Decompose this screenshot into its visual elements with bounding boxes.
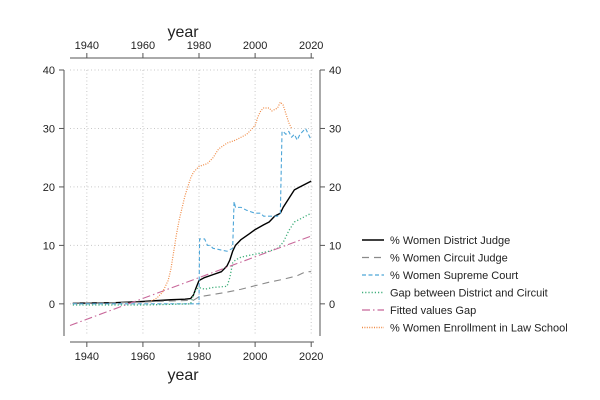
x-tick-label-bottom: 1960 [131, 351, 155, 363]
y-tick-label-right: 10 [329, 240, 341, 252]
bottom-axis-title: year [167, 367, 199, 384]
legend-label: % Women Enrollment in Law School [390, 323, 568, 335]
series-line-1 [72, 180, 312, 304]
legend-label: % Women Circuit Judge [390, 253, 508, 265]
series-line-6 [151, 101, 293, 302]
x-tick-label-bottom: 2000 [243, 351, 267, 363]
x-tick-label-top: 1960 [131, 40, 155, 52]
series-line-5 [69, 235, 312, 326]
x-tick-label-top: 1940 [75, 40, 99, 52]
grid [70, 69, 314, 336]
x-tick-label-top: 2000 [243, 40, 267, 52]
x-tick-label-top: 2020 [299, 40, 323, 52]
x-tick-label-bottom: 1980 [187, 351, 211, 363]
x-tick-label-bottom: 1940 [75, 351, 99, 363]
y-tick-label-left: 10 [43, 240, 55, 252]
x-tick-label-top: 1980 [187, 40, 211, 52]
legend: % Women District Judge % Women Circuit Ju… [362, 235, 568, 335]
legend-label: % Women District Judge [390, 235, 510, 247]
y-tick-label-right: 0 [329, 299, 335, 311]
y-tick-label-right: 40 [329, 65, 341, 77]
series-line-2 [72, 271, 312, 304]
y-tick-label-left: 40 [43, 65, 55, 77]
legend-label: Fitted values Gap [390, 305, 476, 317]
y-tick-label-left: 0 [49, 299, 55, 311]
y-tick-label-left: 30 [43, 123, 55, 135]
top-axis-title: year [167, 24, 199, 41]
legend-label: % Women Supreme Court [390, 270, 518, 282]
x-tick-label-bottom: 2020 [299, 351, 323, 363]
y-tick-label-right: 30 [329, 123, 341, 135]
y-tick-label-left: 20 [43, 182, 55, 194]
y-tick-label-right: 20 [329, 182, 341, 194]
series-line-3 [72, 127, 312, 305]
series-lines [69, 101, 312, 326]
legend-label: Gap between District and Circuit [390, 288, 548, 300]
series-line-4 [72, 212, 312, 306]
axes: 1940194019601960198019802000200020202020… [43, 40, 342, 363]
